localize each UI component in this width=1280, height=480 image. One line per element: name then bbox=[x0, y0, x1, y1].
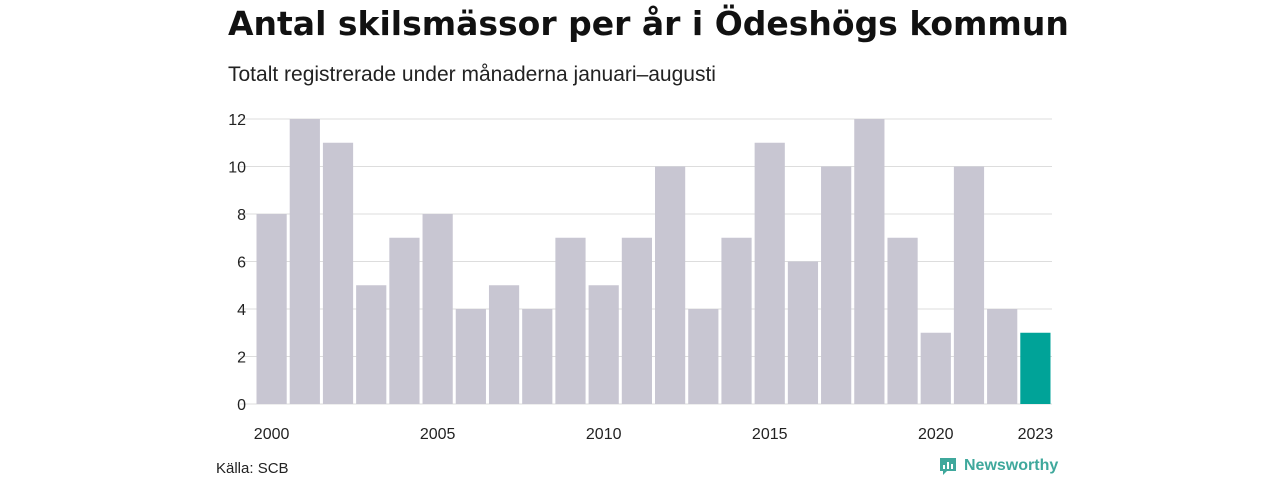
y-tick-label: 8 bbox=[237, 207, 246, 224]
bar-2009 bbox=[555, 237, 586, 404]
x-tick-label: 2020 bbox=[918, 426, 954, 443]
y-tick-label: 6 bbox=[237, 255, 246, 272]
bar-2004 bbox=[389, 237, 420, 404]
y-tick-label: 10 bbox=[228, 160, 246, 177]
newsworthy-logo-icon bbox=[940, 458, 956, 475]
bars bbox=[256, 119, 1051, 404]
x-tick-label: 2005 bbox=[420, 426, 456, 443]
bar-2014 bbox=[721, 237, 752, 404]
bar-2013 bbox=[688, 309, 719, 404]
bar-2010 bbox=[588, 285, 619, 404]
bar-2020 bbox=[920, 332, 951, 404]
bar-2008 bbox=[522, 309, 553, 404]
bar-2017 bbox=[821, 166, 852, 404]
brand-name: Newsworthy bbox=[964, 457, 1059, 474]
chart-subtitle: Totalt registrerade under månaderna janu… bbox=[228, 63, 716, 86]
x-tick-label: 2010 bbox=[586, 426, 622, 443]
x-axis-ticks: 2000 2005 2010 2015 2020 2023 bbox=[254, 426, 1053, 443]
bar-2022 bbox=[987, 309, 1018, 404]
bar-2023 bbox=[1020, 332, 1051, 404]
y-axis-ticks: 0 2 4 6 8 10 12 bbox=[228, 112, 246, 414]
y-tick-label: 0 bbox=[237, 397, 246, 414]
y-tick-label: 4 bbox=[237, 302, 246, 319]
x-tick-label: 2000 bbox=[254, 426, 290, 443]
bar-2018 bbox=[854, 119, 885, 404]
bar-2021 bbox=[953, 166, 985, 404]
x-tick-label: 2015 bbox=[752, 426, 788, 443]
bar-2001 bbox=[289, 119, 320, 404]
bar-2003 bbox=[356, 285, 387, 404]
bar-2000 bbox=[256, 214, 287, 404]
y-tick-label: 2 bbox=[237, 350, 246, 367]
source-label: Källa: SCB bbox=[216, 460, 289, 477]
bar-2012 bbox=[655, 166, 686, 404]
bar-2011 bbox=[621, 237, 652, 404]
bar-2015 bbox=[754, 142, 785, 404]
bar-2006 bbox=[455, 309, 486, 404]
x-tick-label: 2023 bbox=[1018, 426, 1054, 443]
brand-logo: Newsworthy bbox=[938, 456, 1058, 476]
bar-2002 bbox=[322, 142, 354, 404]
bar-2007 bbox=[488, 285, 520, 404]
y-tick-label: 12 bbox=[228, 112, 246, 129]
chart-title: Antal skilsmässor per år i Ödeshögs komm… bbox=[228, 4, 1069, 43]
bar-2005 bbox=[422, 214, 453, 404]
bar-2016 bbox=[787, 261, 819, 404]
bar-2019 bbox=[887, 237, 918, 404]
